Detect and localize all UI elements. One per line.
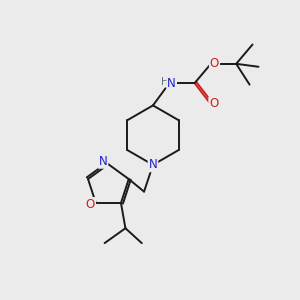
Text: N: N (99, 155, 107, 168)
Text: N: N (148, 158, 157, 171)
Text: N: N (167, 76, 176, 90)
Text: O: O (209, 98, 218, 110)
Text: O: O (210, 57, 219, 70)
Text: O: O (86, 198, 95, 211)
Text: H: H (161, 76, 169, 87)
